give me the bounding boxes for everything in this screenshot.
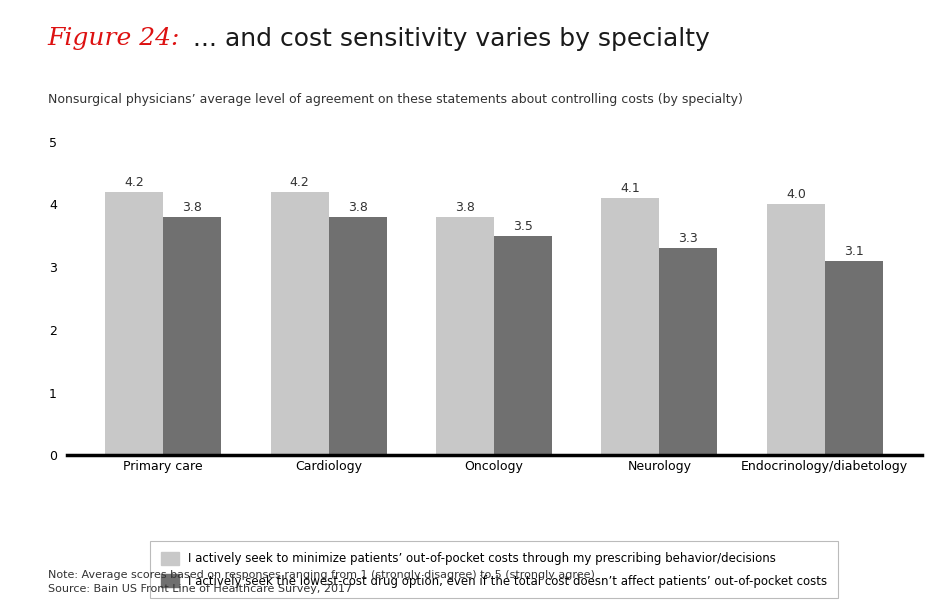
Text: Nonsurgical physicians’ average level of agreement on these statements about con: Nonsurgical physicians’ average level of… (48, 93, 742, 107)
Text: 3.8: 3.8 (182, 201, 202, 214)
Bar (436, 217, 494, 455)
Bar (163, 217, 221, 455)
Text: 3.5: 3.5 (513, 219, 533, 233)
Text: 4.1: 4.1 (620, 182, 640, 195)
Bar (659, 248, 717, 455)
Bar (601, 198, 659, 455)
Text: 3.8: 3.8 (348, 201, 368, 214)
Text: Source: Bain US Front Line of Healthcare Survey, 2017: Source: Bain US Front Line of Healthcare… (48, 584, 352, 594)
Text: Figure 24:: Figure 24: (48, 27, 180, 50)
Text: 3.3: 3.3 (678, 232, 698, 245)
Bar (494, 236, 552, 455)
Text: 3.1: 3.1 (844, 245, 864, 257)
Text: 4.2: 4.2 (124, 175, 144, 189)
Bar (329, 217, 387, 455)
Text: ... and cost sensitivity varies by specialty: ... and cost sensitivity varies by speci… (185, 27, 710, 51)
Bar (105, 192, 163, 455)
Text: 4.2: 4.2 (290, 175, 310, 189)
Bar (271, 192, 329, 455)
Legend: I actively seek to minimize patients’ out-of-pocket costs through my prescribing: I actively seek to minimize patients’ ou… (150, 541, 838, 598)
Text: 4.0: 4.0 (786, 188, 806, 201)
Bar (767, 204, 825, 455)
Text: 3.8: 3.8 (455, 201, 475, 214)
Text: Note: Average scores based on responses ranging from 1 (strongly disagree) to 5 : Note: Average scores based on responses … (48, 570, 595, 580)
Bar (825, 261, 883, 455)
